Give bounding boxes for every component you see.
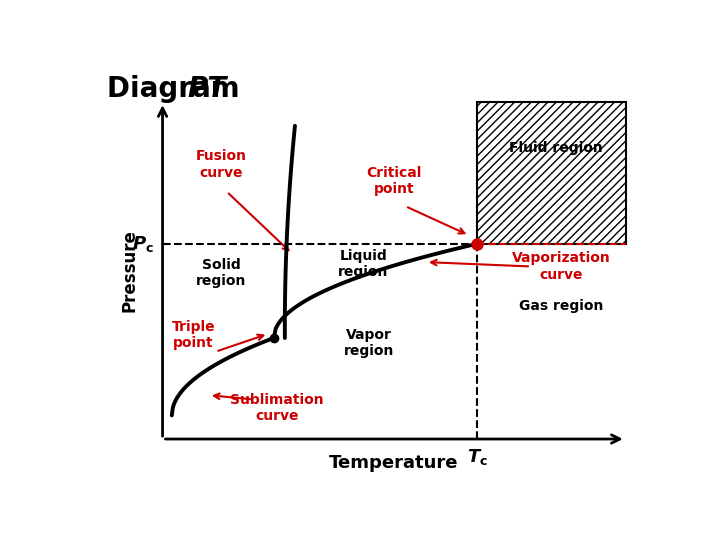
Text: $\bfit{T}_\mathbf{c}$: $\bfit{T}_\mathbf{c}$	[467, 447, 488, 467]
Text: Fluid region: Fluid region	[509, 141, 603, 155]
Text: Fusion
curve: Fusion curve	[196, 150, 247, 180]
Text: Solid
region: Solid region	[196, 258, 246, 288]
Text: $\bfit{P}_\mathbf{c}$: $\bfit{P}_\mathbf{c}$	[132, 234, 154, 254]
Text: Sublimation
curve: Sublimation curve	[230, 393, 324, 423]
Text: Temperature: Temperature	[329, 454, 459, 472]
Text: Diagram: Diagram	[107, 75, 249, 103]
Text: PT: PT	[188, 75, 227, 103]
Text: Critical
point: Critical point	[366, 166, 422, 197]
Text: Vapor
region: Vapor region	[344, 328, 394, 359]
Text: Triple
point: Triple point	[171, 320, 215, 350]
Text: Vaporization
curve: Vaporization curve	[512, 251, 611, 281]
Text: Liquid
region: Liquid region	[338, 249, 389, 280]
Text: Pressure: Pressure	[120, 229, 138, 312]
Text: Gas region: Gas region	[519, 299, 603, 313]
Bar	[477, 102, 626, 244]
